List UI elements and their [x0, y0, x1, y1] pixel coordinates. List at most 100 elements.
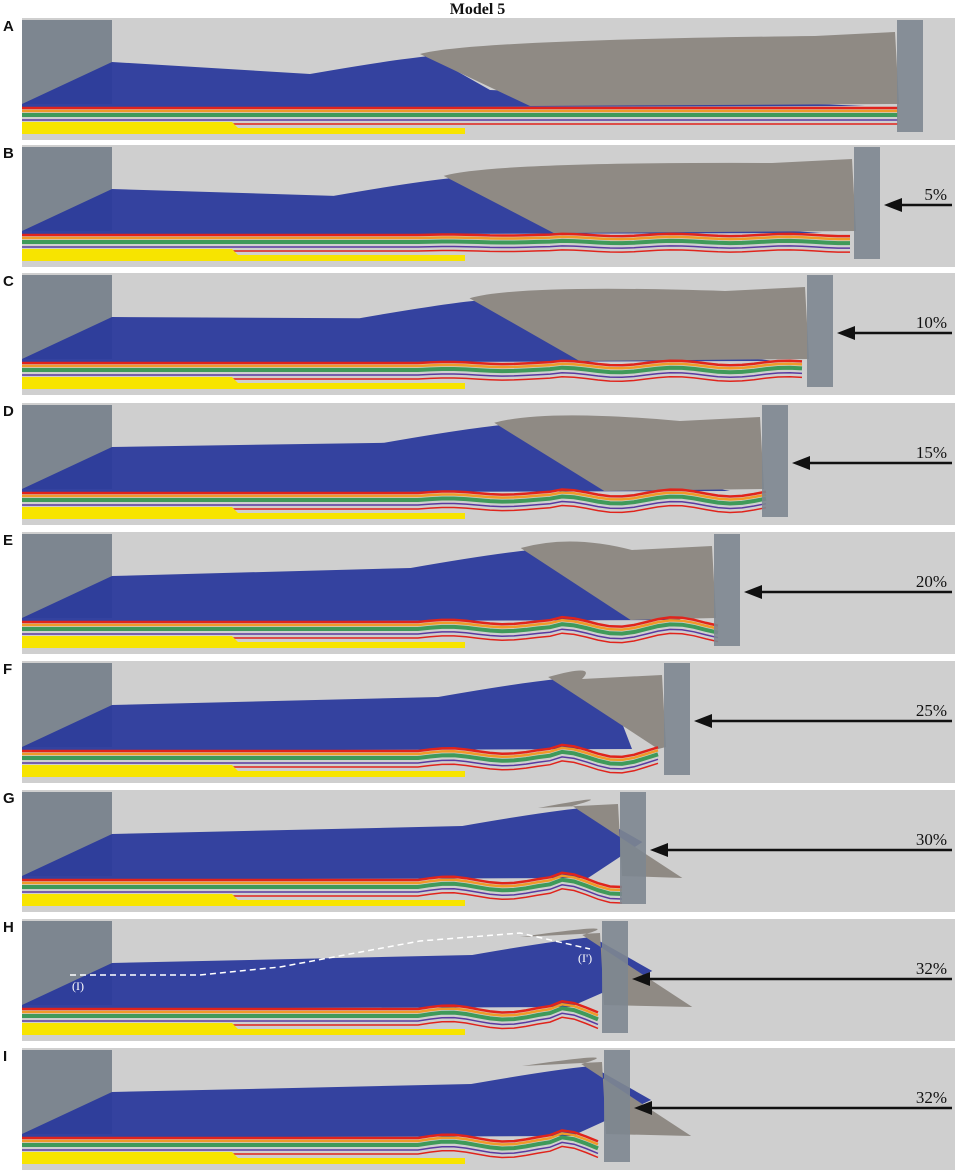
panel-label: A — [3, 18, 14, 35]
green-layer — [22, 1135, 599, 1151]
model-panel-b: B 5% — [0, 145, 955, 267]
arrow-head-icon — [837, 326, 855, 340]
model-panel-c: C 10% — [0, 273, 955, 395]
green-layer — [22, 365, 803, 375]
green-layer — [22, 622, 719, 636]
purple-layer — [22, 245, 850, 249]
sandbox-model-illustration — [22, 20, 923, 134]
sandbox-model-illustration — [22, 147, 952, 261]
green-layer — [22, 1006, 599, 1022]
sand-wedge — [469, 287, 809, 361]
arrow-head-icon — [884, 198, 902, 212]
yellow-decollement-layer — [22, 507, 465, 519]
panel-label: I — [3, 1048, 8, 1065]
arrow-head-icon — [694, 714, 712, 728]
water-layer — [22, 679, 632, 751]
yellow-decollement-layer — [22, 377, 465, 389]
orange-layer — [22, 618, 719, 631]
model-panel-e: E 20% — [0, 532, 955, 654]
panel-label: G — [3, 790, 15, 807]
water-layer — [22, 937, 653, 1009]
yellow-decollement-layer — [22, 1152, 465, 1164]
shortening-label: 20% — [915, 572, 947, 591]
yellow-decollement-layer — [22, 122, 465, 134]
purple-layer — [22, 1141, 599, 1155]
yellow-decollement-layer — [22, 894, 465, 906]
moving-piston-wall — [664, 663, 690, 775]
moving-piston-wall — [714, 534, 740, 646]
sandbox-model-illustration — [22, 663, 952, 777]
panel-label: C — [3, 273, 14, 290]
sand-wedge — [494, 415, 764, 491]
purple-layer — [22, 1012, 599, 1026]
sand-wedge — [548, 670, 666, 749]
moving-piston-wall — [854, 147, 880, 259]
model-panel-f: F 25% — [0, 661, 955, 783]
sandbox-model-illustration — [22, 792, 952, 906]
green-layer — [22, 877, 623, 896]
moving-piston-wall — [762, 405, 788, 517]
shortening-label: 25% — [915, 701, 947, 720]
shortening-label: 15% — [915, 443, 947, 462]
orange-layer — [22, 235, 850, 241]
yellow-decollement-layer — [22, 249, 465, 261]
sandbox-model-illustration — [22, 1050, 952, 1164]
arrow-head-icon — [632, 972, 650, 986]
moving-piston-wall — [602, 921, 628, 1033]
figure-title: Model 5 — [449, 1, 506, 18]
arrow-head-icon — [792, 456, 810, 470]
water-layer — [22, 808, 643, 880]
panel-label: B — [3, 145, 14, 162]
moving-piston-wall — [807, 275, 833, 387]
panel-label: D — [3, 403, 14, 420]
model-panel-h: H 32% (I) (I') — [0, 919, 955, 1041]
red-layer — [22, 232, 850, 238]
green-layer — [22, 749, 659, 766]
sand-wedge — [443, 159, 856, 233]
red-layer — [22, 1129, 599, 1143]
yellow-decollement-layer — [22, 636, 465, 648]
orange-layer — [22, 746, 659, 762]
water-layer — [22, 56, 865, 108]
red-layer — [22, 359, 803, 367]
purple-layer — [22, 756, 659, 770]
model-panel-a: A — [0, 18, 955, 140]
shortening-label: 32% — [915, 959, 947, 978]
purple-layer — [22, 371, 803, 379]
shortening-label: 30% — [915, 830, 947, 849]
model-panel-d: D 15% — [0, 403, 955, 525]
red-layer — [22, 871, 623, 889]
orange-layer — [22, 491, 767, 501]
orange-layer — [22, 874, 623, 892]
water-layer — [22, 424, 730, 493]
arrow-head-icon — [744, 585, 762, 599]
purple-layer — [22, 628, 719, 640]
orange-layer — [22, 1003, 599, 1017]
model-panel-g: G 30% — [0, 790, 955, 912]
shortening-label: 10% — [915, 313, 947, 332]
shortening-label: 32% — [915, 1088, 947, 1107]
purple-layer — [22, 500, 767, 510]
yellow-decollement-layer — [22, 765, 465, 777]
green-layer — [22, 238, 850, 246]
sandbox-model-illustration — [22, 921, 952, 1035]
panel-label: E — [3, 532, 14, 549]
water-layer — [22, 550, 682, 622]
moving-piston-wall — [897, 20, 923, 132]
arrow-head-icon — [634, 1101, 652, 1115]
orange-layer — [22, 362, 803, 370]
sand-wedge — [520, 541, 716, 620]
sand-wedge — [538, 799, 683, 878]
red-layer — [22, 1000, 599, 1014]
sandbox-model-illustration — [22, 275, 952, 389]
yellow-decollement-layer — [22, 1023, 465, 1035]
arrow-head-icon — [650, 843, 668, 857]
sandbox-model-illustration — [22, 405, 952, 519]
shortening-label: 5% — [924, 185, 947, 204]
section-start-label: (I) — [72, 979, 84, 993]
sandbox-model-illustration — [22, 534, 952, 648]
moving-piston-wall — [604, 1050, 630, 1162]
red-layer — [22, 615, 719, 628]
water-layer — [22, 1066, 652, 1138]
moving-piston-wall — [620, 792, 646, 904]
